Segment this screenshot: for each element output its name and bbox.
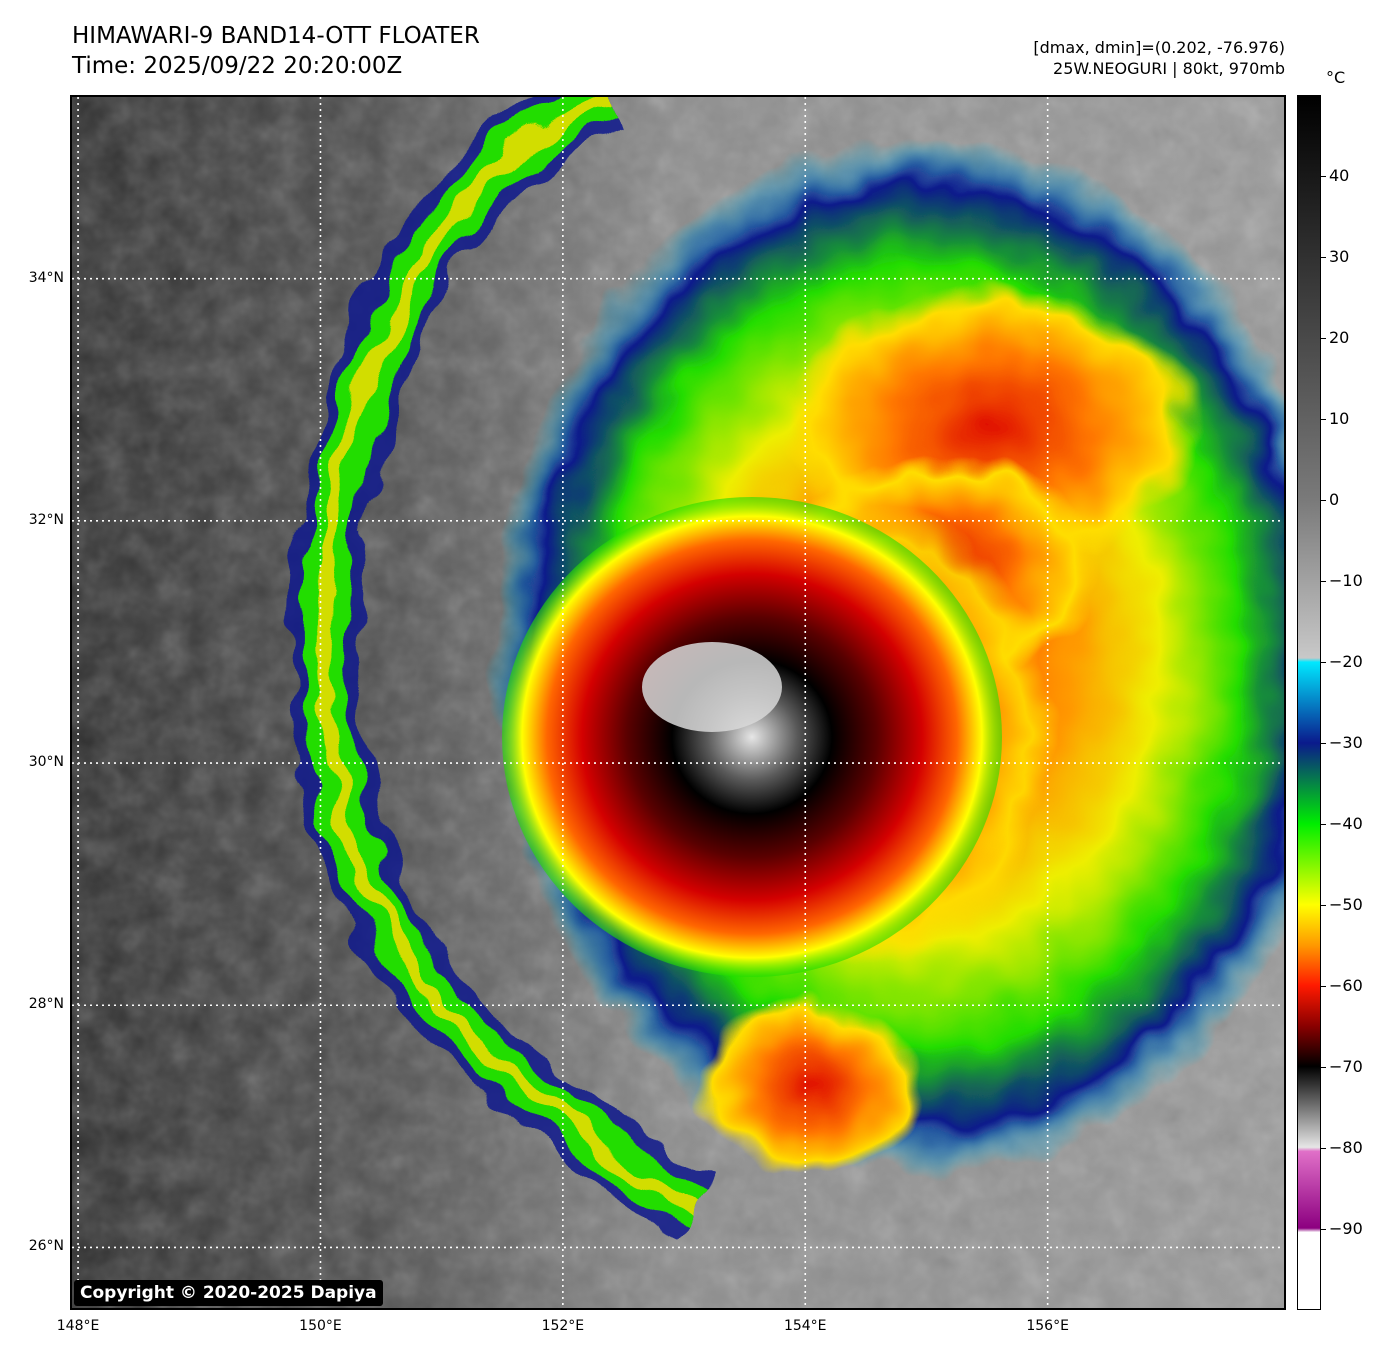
colorbar-tick-label: −30 bbox=[1329, 733, 1363, 752]
colorbar-tick bbox=[1321, 986, 1326, 987]
lat-label-26: 26°N bbox=[28, 1238, 64, 1255]
colorbar-tick bbox=[1321, 581, 1326, 582]
lon-label-152: 152°E bbox=[541, 1318, 585, 1334]
colorbar-tick bbox=[1321, 1067, 1326, 1068]
colorbar-tick-label: −50 bbox=[1329, 895, 1363, 914]
lat-label-34: 34°N bbox=[28, 269, 64, 286]
lon-label-156: 156°E bbox=[1026, 1318, 1069, 1334]
lon-label-154: 154°E bbox=[783, 1318, 827, 1334]
dmax-dmin-readout: [dmax, dmin]=(0.202, -76.976) bbox=[1033, 38, 1285, 57]
lat-label-30: 30°N bbox=[28, 754, 64, 771]
colorbar-tick bbox=[1321, 824, 1326, 825]
colorbar-tick bbox=[1321, 905, 1326, 906]
colorbar-tick-label: −90 bbox=[1329, 1219, 1363, 1238]
colorbar-tick bbox=[1321, 500, 1326, 501]
colorbar-tick bbox=[1321, 419, 1326, 420]
copyright-notice: Copyright © 2020-2025 Dapiya bbox=[74, 1280, 383, 1306]
colorbar-tick-label: −80 bbox=[1329, 1138, 1363, 1157]
colorbar-tick bbox=[1321, 176, 1326, 177]
colorbar-tick-label: −20 bbox=[1329, 652, 1363, 671]
infrared-imagery bbox=[72, 97, 1284, 1308]
colorbar-tick bbox=[1321, 662, 1326, 663]
colorbar-tick-label: −60 bbox=[1329, 976, 1363, 995]
satellite-map: Copyright © 2020-2025 Dapiya bbox=[70, 95, 1286, 1310]
colorbar-tick-label: −40 bbox=[1329, 814, 1363, 833]
storm-info: 25W.NEOGURI | 80kt, 970mb bbox=[1053, 59, 1285, 78]
colorbar-unit: °C bbox=[1326, 68, 1346, 87]
image-title: HIMAWARI-9 BAND14-OTT FLOATER bbox=[72, 23, 480, 49]
colorbar-tick bbox=[1321, 338, 1326, 339]
colorbar-tick-label: −70 bbox=[1329, 1057, 1363, 1076]
colorbar-tick bbox=[1321, 1148, 1326, 1149]
colorbar-tick-label: 30 bbox=[1329, 247, 1350, 266]
colorbar-tick-label: 40 bbox=[1329, 166, 1350, 185]
lat-label-32: 32°N bbox=[28, 511, 64, 528]
colorbar bbox=[1297, 95, 1321, 1310]
colorbar-tick-label: −10 bbox=[1329, 571, 1363, 590]
lon-label-148: 148°E bbox=[56, 1318, 100, 1334]
colorbar-tick bbox=[1321, 257, 1326, 258]
image-timestamp: Time: 2025/09/22 20:20:00Z bbox=[72, 53, 403, 79]
colorbar-tick-label: 0 bbox=[1329, 490, 1340, 509]
lon-label-150: 150°E bbox=[299, 1318, 342, 1334]
colorbar-tick-label: 10 bbox=[1329, 409, 1350, 428]
lat-label-28: 28°N bbox=[28, 996, 64, 1013]
colorbar-tick-label: 20 bbox=[1329, 328, 1350, 347]
colorbar-tick bbox=[1321, 743, 1326, 744]
colorbar-tick bbox=[1321, 1229, 1326, 1230]
